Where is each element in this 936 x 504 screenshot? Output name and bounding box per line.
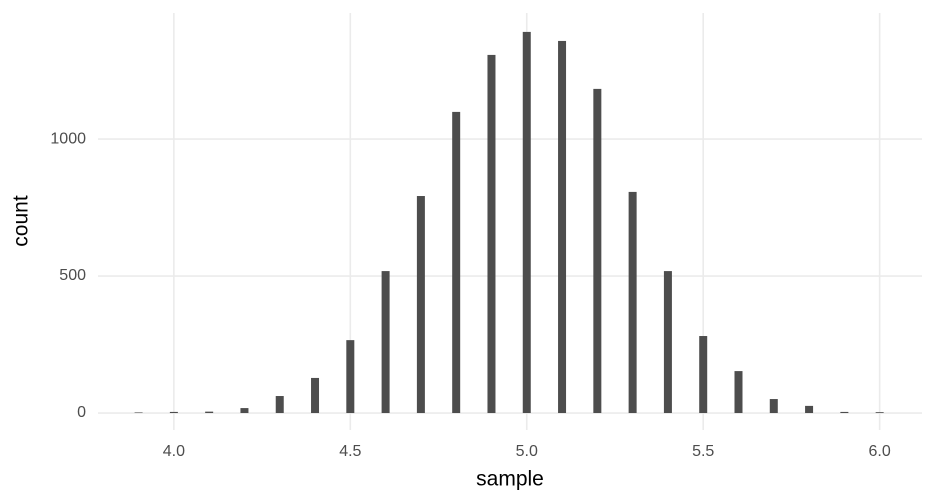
bar xyxy=(769,399,778,414)
bar xyxy=(593,88,602,414)
bar xyxy=(275,396,284,414)
x-tick-label: 6.0 xyxy=(869,443,891,460)
bar xyxy=(346,340,355,414)
bar xyxy=(205,411,214,414)
bar xyxy=(805,405,814,414)
bar xyxy=(734,371,743,414)
y-axis-title: count xyxy=(10,195,33,247)
bar xyxy=(840,411,849,414)
y-tick-label: 500 xyxy=(59,267,86,284)
bar xyxy=(240,408,249,414)
x-tick-label: 5.5 xyxy=(692,443,714,460)
bar xyxy=(522,31,531,414)
bar xyxy=(628,191,637,414)
bar xyxy=(169,411,178,414)
bar xyxy=(134,412,143,414)
bar xyxy=(311,377,320,414)
bar xyxy=(416,196,425,414)
bar xyxy=(558,40,567,414)
bar xyxy=(381,271,390,414)
x-tick-label: 4.0 xyxy=(163,443,185,460)
bar xyxy=(875,412,884,414)
x-axis-title: sample xyxy=(476,468,544,491)
y-tick-label: 0 xyxy=(77,404,86,421)
y-tick-label: 1000 xyxy=(50,130,86,147)
bar xyxy=(663,271,672,414)
x-tick-label: 5.0 xyxy=(516,443,538,460)
bar xyxy=(452,111,461,414)
bar xyxy=(487,54,496,414)
bar xyxy=(699,336,708,414)
x-tick-label: 4.5 xyxy=(339,443,361,460)
